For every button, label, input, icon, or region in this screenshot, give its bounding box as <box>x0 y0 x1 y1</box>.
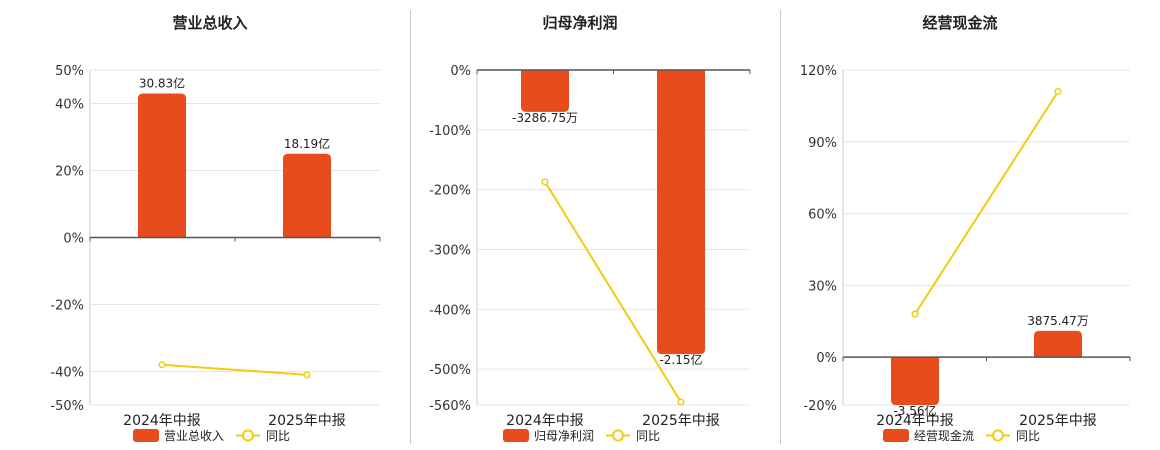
bar <box>1034 330 1082 358</box>
legend-bar-swatch <box>503 429 529 442</box>
bar-data-label: 18.19亿 <box>284 136 330 151</box>
yoy-point <box>158 361 166 369</box>
bar-data-label: -3286.75万 <box>512 111 578 125</box>
yoy-line <box>914 90 1059 315</box>
y-tick-label: 20% <box>55 165 84 180</box>
y-tick-label: -20% <box>50 299 84 314</box>
y-tick-label: -400% <box>429 303 471 318</box>
bar-data-label: 3875.47万 <box>1027 314 1089 328</box>
chart-title: 经营现金流 <box>922 14 997 32</box>
y-tick-label: 30% <box>808 279 837 294</box>
legend-line-marker <box>992 429 1004 442</box>
legend-bar-swatch <box>883 429 909 442</box>
bar-data-label: 30.83亿 <box>139 75 185 90</box>
panel-divider-2 <box>780 10 781 444</box>
yoy-point <box>1054 87 1062 96</box>
bar <box>283 153 331 238</box>
y-tick-label: -300% <box>429 243 471 258</box>
chart-title: 归母净利润 <box>542 14 617 32</box>
legend-line-label: 同比 <box>266 429 290 443</box>
y-tick-label: 120% <box>800 64 837 79</box>
bar-data-label: -3.56亿 <box>893 403 936 418</box>
legend-line-marker <box>612 429 624 442</box>
y-tick-label: 0% <box>450 64 471 79</box>
chart-title: 营业总收入 <box>172 14 247 32</box>
x-category-label: 2024年中报 <box>876 413 954 429</box>
legend-bar-label: 营业总收入 <box>164 429 224 443</box>
yoy-line <box>544 181 682 403</box>
y-tick-label: 40% <box>55 98 84 113</box>
legend-bar-label: 经营现金流 <box>914 428 974 443</box>
bar <box>521 70 569 112</box>
y-tick-label: -500% <box>429 363 471 378</box>
y-tick-label: 50% <box>55 64 84 79</box>
yoy-point <box>677 398 685 406</box>
x-category-label: 2024年中报 <box>506 413 584 429</box>
yoy-point <box>303 371 311 379</box>
legend-bar-swatch <box>133 429 159 442</box>
bar-data-label: -2.15亿 <box>659 352 702 367</box>
legend-bar-label: 归母净利润 <box>534 429 594 443</box>
y-tick-label: -560% <box>429 399 471 414</box>
x-category-label: 2025年中报 <box>268 413 346 429</box>
yoy-point <box>911 310 919 318</box>
y-tick-label: -200% <box>429 184 471 199</box>
y-tick-label: -40% <box>50 366 84 381</box>
y-tick-label: 0% <box>816 351 837 366</box>
legend-line-label: 同比 <box>1016 429 1040 443</box>
yoy-line <box>161 363 308 376</box>
legend-line-label: 同比 <box>636 429 660 443</box>
y-tick-label: -50% <box>50 399 84 414</box>
yoy-point <box>541 178 549 186</box>
x-category-label: 2025年中报 <box>642 413 720 429</box>
bar <box>138 93 186 238</box>
y-tick-label: -20% <box>803 399 837 414</box>
y-tick-label: 90% <box>808 136 837 151</box>
panel-divider-1 <box>410 10 411 444</box>
y-tick-label: 0% <box>63 232 84 247</box>
bar <box>657 70 705 355</box>
x-category-label: 2024年中报 <box>123 413 201 429</box>
legend-line-marker <box>242 429 254 442</box>
y-tick-label: 60% <box>808 208 837 223</box>
x-category-label: 2025年中报 <box>1019 413 1097 429</box>
y-tick-label: -100% <box>429 124 471 139</box>
bar <box>891 357 939 405</box>
